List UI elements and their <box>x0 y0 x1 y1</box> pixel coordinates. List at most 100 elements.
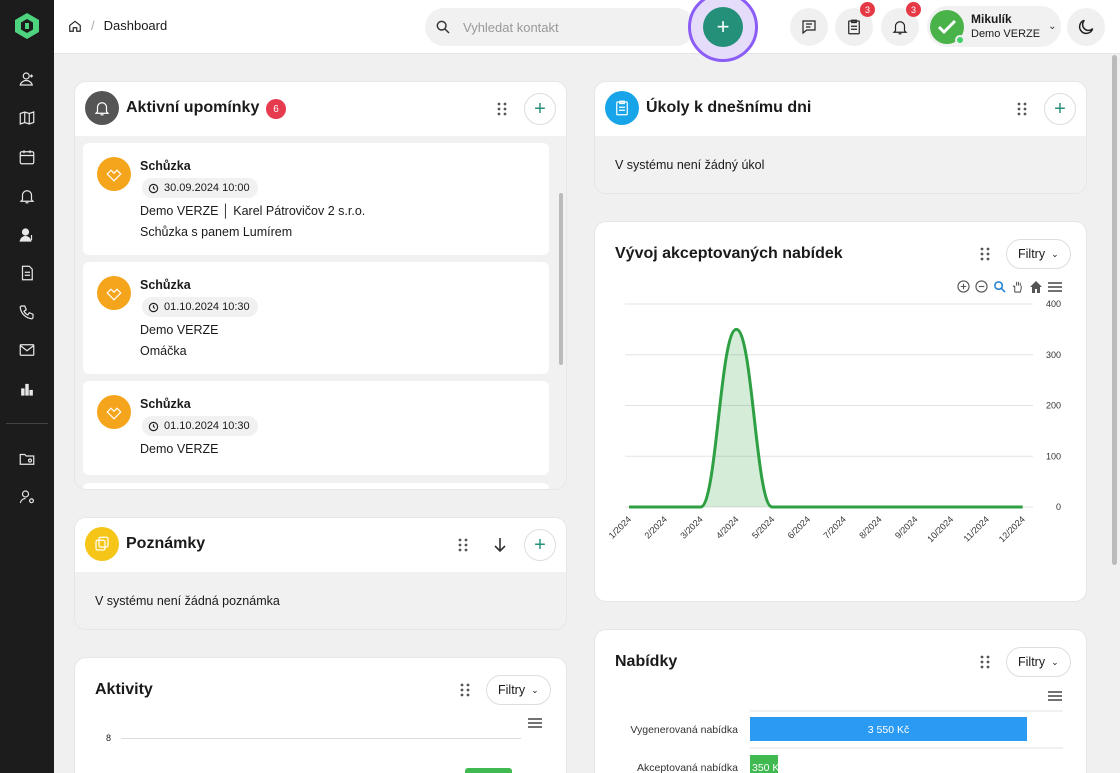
home-icon[interactable] <box>68 19 82 33</box>
breadcrumb-current: Dashboard <box>103 18 168 33</box>
drag-handle-icon[interactable] <box>457 538 469 552</box>
reminder-item[interactable]: Schůzka 30.09.2024 10:00 Demo VERZE │ Ka… <box>83 143 549 255</box>
chart-toolbar <box>957 280 1062 293</box>
zoom-out-icon[interactable] <box>975 280 988 293</box>
breadcrumb: / Dashboard <box>68 18 167 33</box>
reminders-scrollbar[interactable] <box>559 193 563 365</box>
x-tick-label: 7/2024 <box>821 514 848 541</box>
offers-bar-chart: Vygenerovaná nabídka 3 550 Kč Akceptovaná … <box>630 710 1063 773</box>
bar-value-label: 3 550 Kč <box>868 724 909 736</box>
sidebar-item-calendar[interactable] <box>15 145 39 169</box>
notes-empty-text: V systému není žádná poznámka <box>95 594 280 608</box>
notes-title: Poznámky <box>126 535 206 552</box>
x-tick-label: 6/2024 <box>786 514 813 541</box>
user-key-icon <box>19 228 33 242</box>
chart-menu-icon[interactable] <box>1048 691 1062 701</box>
drag-handle-icon[interactable] <box>459 683 471 697</box>
bell-icon <box>19 190 35 204</box>
notes-icon <box>85 527 119 561</box>
chat-icon <box>802 20 816 35</box>
add-task-button[interactable]: + <box>1044 93 1076 125</box>
offers-filter-button[interactable]: Filtry ⌄ <box>1006 647 1071 677</box>
reminders-list: Schůzka 30.09.2024 10:00 Demo VERZE │ Ka… <box>75 136 566 489</box>
offers-card: Nabídky Filtry ⌄ Vygenerovaná nabídka 3 55… <box>594 629 1087 773</box>
add-reminder-button[interactable]: + <box>524 93 556 125</box>
sidebar-item-map[interactable] <box>15 106 39 130</box>
plus-icon: + <box>1054 97 1066 120</box>
map-icon <box>19 111 35 125</box>
drag-handle-icon[interactable] <box>979 247 991 261</box>
chevron-down-icon: ⌄ <box>1048 21 1057 32</box>
drag-handle-icon[interactable] <box>496 102 508 116</box>
reminder-contact: Demo VERZE <box>140 442 219 456</box>
y-tick-label: 200 <box>1046 401 1061 411</box>
app-logo-icon[interactable] <box>13 12 41 40</box>
tasks-badge: 3 <box>860 2 875 17</box>
sidebar-item-documents[interactable] <box>15 261 39 285</box>
x-tick-label: 2/2024 <box>642 514 669 541</box>
chart-menu-icon[interactable] <box>1048 281 1062 292</box>
zoom-in-icon[interactable] <box>957 280 970 293</box>
chart-menu-icon[interactable] <box>528 718 542 728</box>
offers-trend-filter-button[interactable]: Filtry ⌄ <box>1006 239 1071 269</box>
sidebar-item-files[interactable] <box>15 447 39 471</box>
reminder-title: Schůzka <box>140 278 191 292</box>
activities-card: Aktivity Filtry ⌄ 8 <box>74 657 567 773</box>
messages-button[interactable] <box>790 8 828 46</box>
arrow-down-icon[interactable] <box>493 537 507 553</box>
breadcrumb-separator: / <box>91 18 95 33</box>
x-tick-label: 10/2024 <box>925 514 955 544</box>
meeting-icon <box>97 157 131 191</box>
tasks-button[interactable]: 3 <box>835 2 875 46</box>
zoom-selection-icon[interactable] <box>993 280 1006 293</box>
reminders-icon <box>85 91 119 125</box>
sidebar-item-contacts[interactable] <box>15 67 39 91</box>
bar <box>750 755 778 773</box>
pan-hand-icon[interactable] <box>1011 280 1024 293</box>
folder-icon <box>19 453 35 465</box>
user-organization: Demo VERZE <box>971 27 1041 40</box>
sidebar-item-users[interactable] <box>15 223 39 247</box>
page-scrollbar[interactable] <box>1112 55 1117 565</box>
y-tick-label: 400 <box>1046 299 1061 309</box>
clock-icon <box>148 183 159 193</box>
drag-handle-icon[interactable] <box>1016 102 1028 116</box>
search-icon <box>436 20 450 34</box>
reminder-item[interactable]: Schůzka 01.10.2024 10:30 Demo VERZE Omáč… <box>83 262 549 374</box>
sidebar-item-calls[interactable] <box>15 300 39 324</box>
user-menu[interactable]: Mikulík Demo VERZE ⌄ <box>927 6 1061 47</box>
search-input[interactable] <box>463 19 663 35</box>
clock-icon <box>148 302 159 312</box>
phone-icon <box>19 305 34 320</box>
mail-icon <box>19 344 35 356</box>
tasks-card: Úkoly k dnešnímu dni + V systému není žá… <box>594 81 1087 194</box>
x-tick-label: 9/2024 <box>893 514 920 541</box>
quick-add-button[interactable]: + <box>703 7 743 47</box>
user-name: Mikulík <box>971 11 1012 26</box>
activities-filter-button[interactable]: Filtry ⌄ <box>486 675 551 705</box>
activities-gridline <box>121 738 521 739</box>
sidebar-item-mail[interactable] <box>15 338 39 362</box>
reminder-note: Schůzka s panem Lumírem <box>140 225 293 239</box>
sidebar-item-reminders[interactable] <box>15 184 39 208</box>
theme-toggle-button[interactable] <box>1067 8 1105 46</box>
sidebar-item-settings[interactable] <box>15 485 39 509</box>
offers-trend-card: Vývoj akceptovaných nabídek Filtry ⌄ 0 100… <box>594 221 1087 602</box>
category-label: Vygenerovaná nabídka <box>630 724 738 736</box>
moon-icon <box>1078 19 1094 35</box>
drag-handle-icon[interactable] <box>979 655 991 669</box>
notifications-button[interactable]: 3 <box>881 2 921 46</box>
reminder-item[interactable] <box>83 483 549 489</box>
tasks-icon <box>605 91 639 125</box>
offers-trend-title: Vývoj akceptovaných nabídek <box>615 245 843 262</box>
chart-icon <box>21 383 33 396</box>
clipboard-icon <box>848 19 860 35</box>
clipboard-icon <box>616 100 628 116</box>
add-note-button[interactable]: + <box>524 529 556 561</box>
y-tick-label: 300 <box>1046 350 1061 360</box>
reset-home-icon[interactable] <box>1029 280 1043 293</box>
sidebar-item-statistics[interactable] <box>15 377 39 401</box>
reminder-item[interactable]: Schůzka 01.10.2024 10:30 Demo VERZE <box>83 381 549 475</box>
activities-y-tick: 8 <box>106 733 112 743</box>
x-tick-label: 3/2024 <box>678 514 705 541</box>
